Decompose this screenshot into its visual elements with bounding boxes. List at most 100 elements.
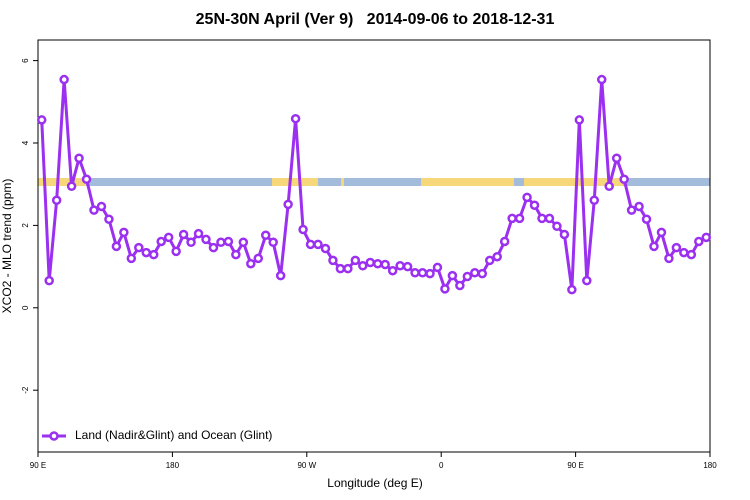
data-point xyxy=(290,113,301,124)
land-strip xyxy=(341,178,344,186)
data-point xyxy=(425,268,435,279)
data-point xyxy=(514,213,525,224)
data-point xyxy=(477,268,488,279)
ocean-strip xyxy=(38,178,710,186)
data-point xyxy=(223,236,234,247)
data-point xyxy=(529,200,540,210)
data-point xyxy=(148,249,159,260)
data-point xyxy=(104,214,114,224)
data-point xyxy=(611,153,622,163)
data-point xyxy=(462,271,473,282)
data-point xyxy=(402,261,413,272)
land-strip xyxy=(272,178,318,186)
data-point xyxy=(656,227,667,238)
data-point xyxy=(81,174,92,185)
plot-frame xyxy=(37,39,711,453)
data-point xyxy=(246,258,256,269)
data-point xyxy=(679,247,689,258)
chart-title: 25N-30N April (Ver 9) 2014-09-06 to 2018… xyxy=(196,11,555,28)
x-tick-label: 90 E xyxy=(30,461,46,470)
data-point xyxy=(305,239,316,250)
data-point xyxy=(380,259,390,270)
land-strip xyxy=(421,178,514,186)
data-point xyxy=(455,280,465,291)
x-tick-label: 90 W xyxy=(297,461,316,470)
data-point xyxy=(634,201,644,212)
data-point xyxy=(596,74,607,85)
data-point xyxy=(574,115,585,125)
data-point xyxy=(126,253,137,264)
data-point xyxy=(604,181,614,192)
y-tick-label: 2 xyxy=(21,223,30,228)
land-ocean-strip xyxy=(38,178,710,186)
data-point xyxy=(186,237,196,248)
data-point xyxy=(492,251,502,262)
data-point xyxy=(171,246,181,257)
data-point xyxy=(470,268,480,278)
land-strip xyxy=(38,178,86,186)
data-point xyxy=(178,229,189,240)
data-point xyxy=(641,214,652,224)
data-point xyxy=(201,234,211,245)
land-strip xyxy=(524,178,623,186)
data-point xyxy=(686,249,697,260)
data-point xyxy=(111,241,122,252)
data-point xyxy=(447,270,458,281)
data-point xyxy=(499,236,510,247)
x-tick-label: 90 E xyxy=(567,461,583,470)
data-point xyxy=(238,237,249,248)
data-point xyxy=(298,224,308,235)
data-point xyxy=(626,205,637,215)
data-point xyxy=(343,263,353,274)
data-point xyxy=(320,243,331,254)
data-point xyxy=(51,195,62,206)
data-point xyxy=(119,227,129,238)
data-point xyxy=(141,247,152,258)
data-point xyxy=(350,255,361,266)
data-point xyxy=(335,263,346,274)
legend-marker xyxy=(49,431,59,441)
data-point xyxy=(59,74,69,85)
x-axis-label: Longitude (deg E) xyxy=(327,476,422,490)
data-point xyxy=(365,257,376,268)
data-point xyxy=(89,205,99,215)
data-point xyxy=(44,275,54,286)
data-point xyxy=(432,262,443,273)
data-point xyxy=(260,230,271,241)
data-point xyxy=(313,239,323,250)
data-point xyxy=(156,236,166,247)
data-point xyxy=(395,261,405,271)
data-point xyxy=(694,236,704,247)
data-point xyxy=(387,265,398,276)
data-point xyxy=(701,232,712,243)
data-point xyxy=(134,242,144,253)
data-point xyxy=(589,195,600,206)
data-point xyxy=(74,153,84,163)
data-point xyxy=(253,253,264,264)
data-point xyxy=(582,275,592,286)
data-point xyxy=(275,270,286,281)
data-point xyxy=(268,237,278,248)
data-point xyxy=(559,229,570,240)
data-point xyxy=(372,258,383,269)
data-point xyxy=(96,201,107,212)
x-tick-label: 180 xyxy=(166,461,180,470)
y-tick-label: 4 xyxy=(21,140,30,145)
data-point xyxy=(358,261,368,271)
data-point xyxy=(619,174,629,185)
data-point xyxy=(440,284,450,294)
data-point xyxy=(283,199,293,210)
data-point xyxy=(507,213,517,224)
data-point xyxy=(484,255,495,266)
x-tick-label: 180 xyxy=(703,461,717,470)
data-point xyxy=(231,249,241,260)
data-point xyxy=(544,213,555,224)
data-point xyxy=(328,255,338,266)
data-point xyxy=(163,232,174,243)
legend-label: Land (Nadir&Glint) and Ocean (Glint) xyxy=(75,428,272,442)
data-point xyxy=(66,181,77,192)
data-point xyxy=(216,237,226,248)
data-point xyxy=(522,192,532,203)
data-point xyxy=(208,242,219,253)
